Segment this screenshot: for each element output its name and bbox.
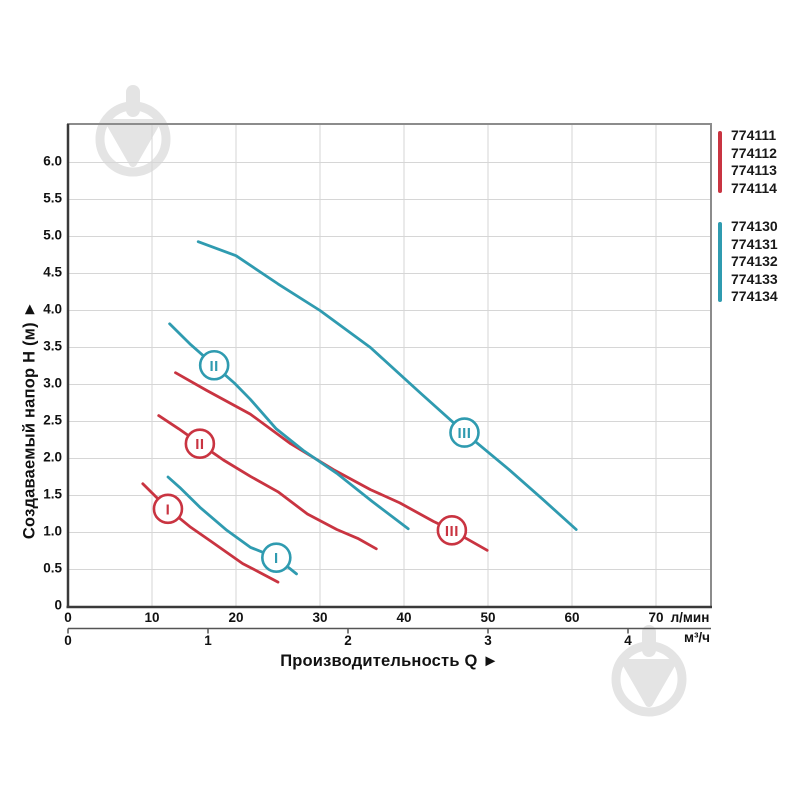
x-tick-label-lmin: 70 [648,610,663,625]
x-tick-label-m3h: 4 [624,633,632,648]
x-tick-label-m3h: 3 [484,633,492,648]
x-tick-label-lmin: 0 [64,610,72,625]
x-axis-unit-lmin: л/мин [671,610,710,625]
x-axis-unit-m3h: м³/ч [684,630,710,645]
speed-marker-label-blue-speed-I: I [274,550,279,567]
legend-model-list: 774130 774131 774132 774133 774134 [731,218,778,306]
legend-model: 774111 [731,127,777,143]
legend-model: 774112 [731,144,777,161]
speed-marker-circle-red-speed-I [152,493,184,525]
speed-marker-circle-blue-speed-II [198,349,230,381]
x-tick-label-lmin: 10 [144,610,159,625]
speed-marker-label-blue-speed-II: II [209,358,218,375]
legend-model-list: 774111 774112 774113 774114 [731,127,778,197]
legend-model: 774133 [731,270,778,287]
speed-marker-circle-blue-speed-I [261,542,292,573]
speed-marker-circle-red-speed-III [436,514,468,546]
legend-model: 774134 [731,288,778,304]
y-tick-label: 4.0 [43,302,62,317]
legend-group-red: 774111 774112 774113 774114 [718,127,778,197]
y-tick-label: 4.5 [43,265,62,280]
x-tick-label-m3h: 0 [64,633,72,648]
legend-model: 774131 [731,235,778,252]
store-logo-watermark-bottom-right [594,611,704,736]
x-axis-title: Производительность Q ► [280,652,499,670]
y-tick-label: 5.5 [43,191,62,206]
speed-marker-label-blue-speed-III: III [457,425,471,442]
legend-group-blue: 774130 774131 774132 774133 774134 [718,218,778,306]
speed-marker-circle-red-speed-II [184,428,216,460]
y-tick-label: 1.5 [43,487,62,502]
y-tick-label: 1.0 [43,524,62,539]
speed-marker-label-red-speed-III: III [445,523,459,540]
x-tick-label-lmin: 50 [480,610,495,625]
speed-marker-label-red-speed-II: II [195,436,204,453]
x-tick-label-lmin: 30 [312,610,327,625]
y-tick-label: 6.0 [43,154,62,169]
y-tick-label: 5.0 [43,228,62,243]
x-tick-label-lmin: 40 [396,610,411,625]
y-tick-label: 0 [54,598,62,613]
y-tick-label: 3.0 [43,376,62,391]
speed-marker-label-red-speed-I: I [166,501,171,518]
x-tick-label-lmin: 20 [228,610,243,625]
speed-marker-circle-blue-speed-III [449,417,480,448]
legend-model: 774113 [731,162,777,178]
pump-curve-blue-speed-II [168,322,410,531]
y-tick-label: 0.5 [43,561,62,576]
y-tick-label: 3.5 [43,339,62,354]
y-tick-label: 2.0 [43,450,62,465]
legend-model: 774132 [731,253,778,269]
y-tick-label: 2.5 [43,413,62,428]
legend-model: 774114 [731,179,777,196]
trowel-logo-icon [611,625,687,717]
x-tick-label-m3h: 2 [344,633,352,648]
y-axis-title: Создаваемый напор H (м) ► [20,300,39,540]
x-tick-label-m3h: 1 [204,633,212,648]
pump-curve-blue-speed-III [196,240,578,531]
legend: 774111 774112 774113 774114 774130 774131 7741… [718,127,778,327]
legend-model: 774130 [731,218,778,234]
legend-color-bar [718,222,722,302]
x-tick-label-lmin: 60 [564,610,579,625]
legend-color-bar [718,131,722,193]
